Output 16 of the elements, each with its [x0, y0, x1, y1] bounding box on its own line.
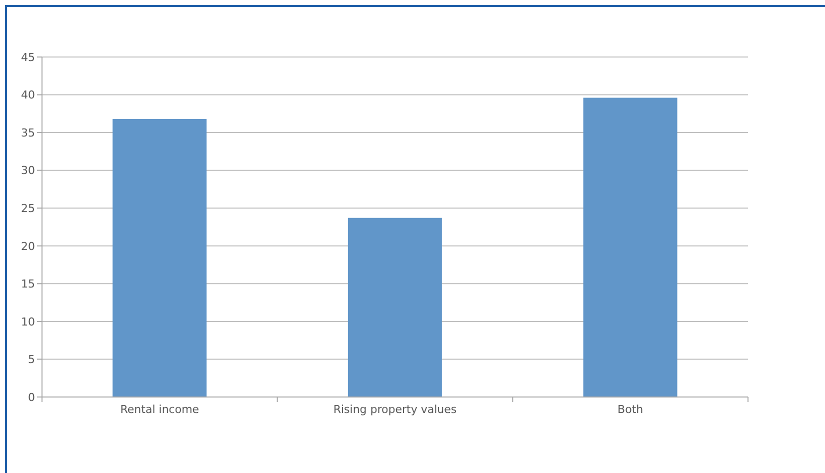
- y-tick-label: 0: [28, 390, 35, 404]
- y-tick-label: 10: [21, 315, 35, 328]
- bar: [112, 118, 207, 397]
- x-tick-label: Rising property values: [333, 402, 457, 416]
- y-tick-label: 5: [28, 353, 35, 366]
- y-tick-label: 15: [21, 278, 35, 291]
- y-tick-label: 45: [21, 50, 35, 64]
- bar: [348, 218, 442, 397]
- y-tick-label: 40: [21, 88, 35, 102]
- y-tick-label: 30: [21, 164, 35, 178]
- y-tick-label: 25: [21, 202, 35, 216]
- y-tick-label: 20: [21, 240, 35, 253]
- x-tick-label: Both: [618, 402, 644, 416]
- y-tick-label: 35: [21, 126, 35, 140]
- x-tick-label: Rental income: [120, 402, 200, 416]
- bar: [583, 98, 678, 397]
